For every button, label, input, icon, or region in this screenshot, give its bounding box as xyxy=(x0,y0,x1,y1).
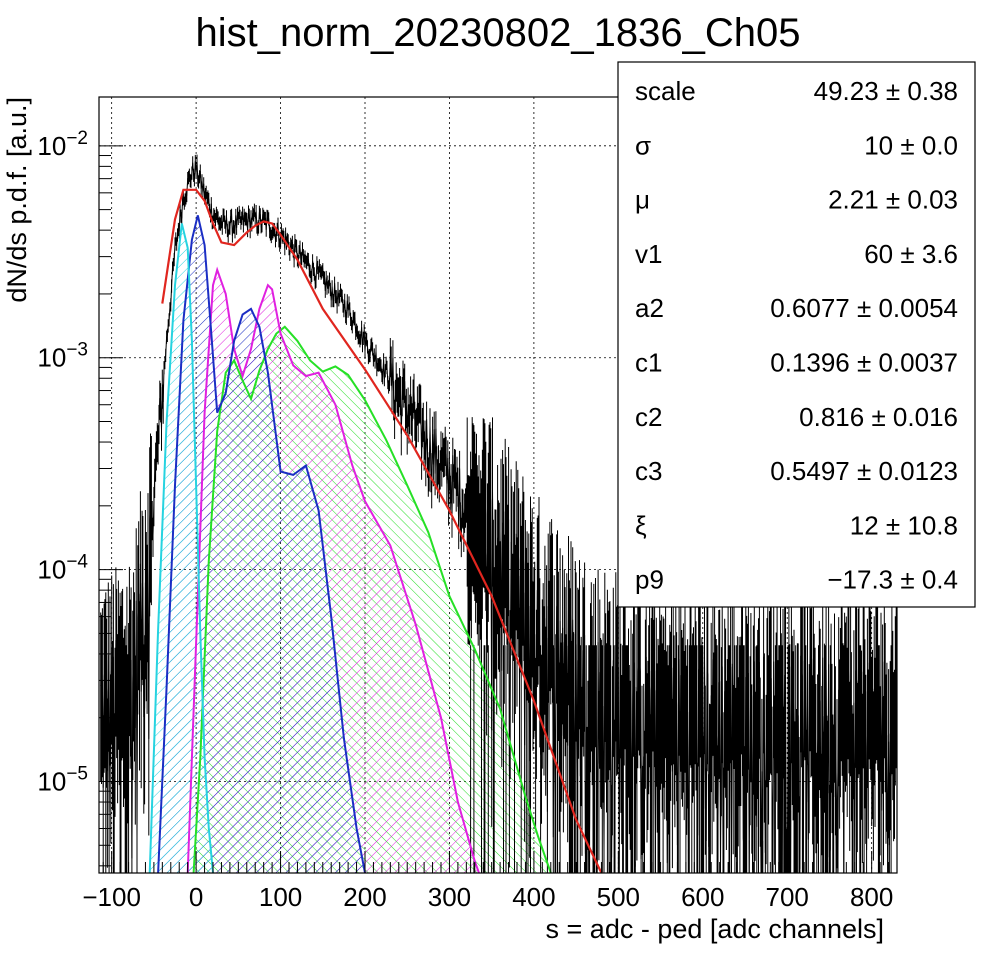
fit-parameters-box: scale 49.23 ± 0.38 σ 10 ± 0.0 μ 2.21 ± 0.03 v1… xyxy=(617,61,976,608)
y-tick-label: 10−3 xyxy=(37,340,88,373)
fit-curves xyxy=(148,188,603,873)
series-fill-peak_1 xyxy=(158,215,365,873)
stats-param-value: 49.23 ± 0.38 xyxy=(814,76,958,106)
stats-param-name: ξ xyxy=(635,510,647,540)
series-line-peak_3 xyxy=(192,325,552,873)
x-tick-label: 400 xyxy=(512,882,555,912)
stats-param-name: scale xyxy=(635,76,696,106)
stats-param-name: σ xyxy=(635,130,651,160)
y-tick-label: 10−5 xyxy=(37,764,88,797)
stats-box-frame xyxy=(617,61,976,608)
stats-param-name: p9 xyxy=(635,565,664,595)
x-tick-label: −100 xyxy=(82,882,141,912)
x-tick-label: 600 xyxy=(681,882,724,912)
x-tick-label: 700 xyxy=(766,882,809,912)
data-histogram xyxy=(100,154,897,873)
series-line-peak_2 xyxy=(186,266,480,873)
plot-area xyxy=(100,154,897,873)
stats-param-name: v1 xyxy=(635,239,662,269)
stats-param-value: 2.21 ± 0.03 xyxy=(828,185,958,215)
x-tick-label: 200 xyxy=(343,882,386,912)
x-axis: −100 0 100 200 300 400 500 600 700 800 xyxy=(82,851,898,912)
component-fills xyxy=(149,215,551,873)
stats-param-value: 60 ± 3.6 xyxy=(864,239,958,269)
x-axis-title: s = adc - ped [adc channels] xyxy=(546,914,884,944)
x-tick-label: 500 xyxy=(597,882,640,912)
stats-param-name: c2 xyxy=(635,402,662,432)
y-axis-title: dN/ds p.d.f. [a.u.] xyxy=(2,97,32,303)
stats-param-value: 0.6077 ± 0.0054 xyxy=(770,293,958,323)
stats-param-value: 0.816 ± 0.016 xyxy=(799,402,958,432)
data-histogram-line xyxy=(100,160,897,873)
stats-param-value: 0.1396 ± 0.0037 xyxy=(770,348,958,378)
series-line-peak_0 xyxy=(148,223,214,873)
stats-param-name: μ xyxy=(635,185,650,215)
stats-param-value: 12 ± 10.8 xyxy=(850,510,958,540)
chart-title: hist_norm_20230802_1836_Ch05 xyxy=(196,11,801,55)
x-tick-label: 0 xyxy=(189,882,203,912)
y-axis: 10−2 10−3 10−4 10−5 xyxy=(37,128,123,867)
stats-param-value: 10 ± 0.0 xyxy=(864,130,958,160)
y-tick-label: 10−4 xyxy=(37,552,88,585)
y-tick-label: 10−2 xyxy=(37,128,88,161)
stats-param-name: c1 xyxy=(635,348,662,378)
stats-param-name: c3 xyxy=(635,456,662,486)
x-tick-label: 800 xyxy=(850,882,893,912)
stats-param-name: a2 xyxy=(635,293,664,323)
x-tick-label: 100 xyxy=(259,882,302,912)
stats-param-value: −17.3 ± 0.4 xyxy=(827,565,958,595)
series-line-total_fit xyxy=(161,188,603,873)
x-tick-label: 300 xyxy=(428,882,471,912)
stats-param-value: 0.5497 ± 0.0123 xyxy=(770,456,958,486)
